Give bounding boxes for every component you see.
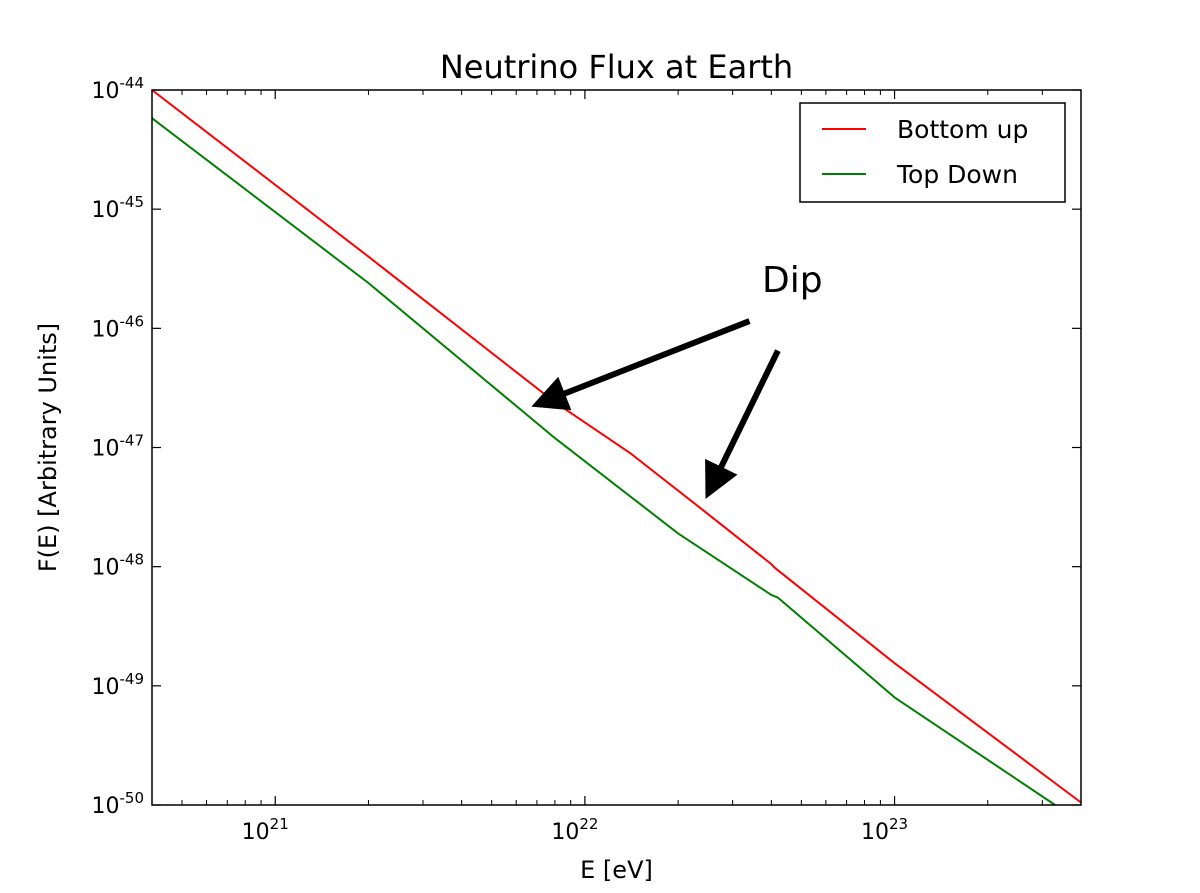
y-tick-label: 10-46 bbox=[92, 312, 145, 342]
series-line-bottom-up bbox=[151, 89, 1082, 804]
x-tick-label: 1021 bbox=[242, 815, 289, 845]
legend-label: Top Down bbox=[896, 160, 1018, 189]
annotation-arrow bbox=[705, 349, 781, 500]
legend: Bottom up Top Down bbox=[799, 102, 1066, 203]
chart-title: Neutrino Flux at Earth bbox=[440, 48, 793, 86]
y-tick-label: 10-48 bbox=[92, 551, 145, 581]
y-tick-label: 10-45 bbox=[92, 193, 145, 223]
annotation-layer: Dip bbox=[531, 260, 823, 500]
ticks-layer: 1021 1022 1023 10-44 10-45 10-46 10-47 10-48 10-… bbox=[92, 74, 1081, 845]
x-axis-label: E [eV] bbox=[580, 856, 653, 884]
legend-label: Bottom up bbox=[897, 115, 1028, 144]
annotation-text: Dip bbox=[762, 260, 823, 301]
y-tick-label: 10-47 bbox=[92, 432, 145, 462]
y-tick-label: 10-49 bbox=[92, 670, 145, 700]
series-line-top-down bbox=[151, 117, 1056, 806]
series-layer bbox=[151, 89, 1082, 806]
x-tick-label: 1023 bbox=[861, 815, 908, 845]
x-tick-label: 1022 bbox=[551, 815, 598, 845]
legend-box bbox=[799, 102, 1066, 203]
y-tick-label: 10-44 bbox=[92, 74, 145, 104]
y-tick-label: 10-50 bbox=[92, 789, 145, 819]
annotation-arrow bbox=[531, 318, 751, 411]
y-axis-label: F(E) [Arbitrary Units] bbox=[34, 323, 62, 572]
